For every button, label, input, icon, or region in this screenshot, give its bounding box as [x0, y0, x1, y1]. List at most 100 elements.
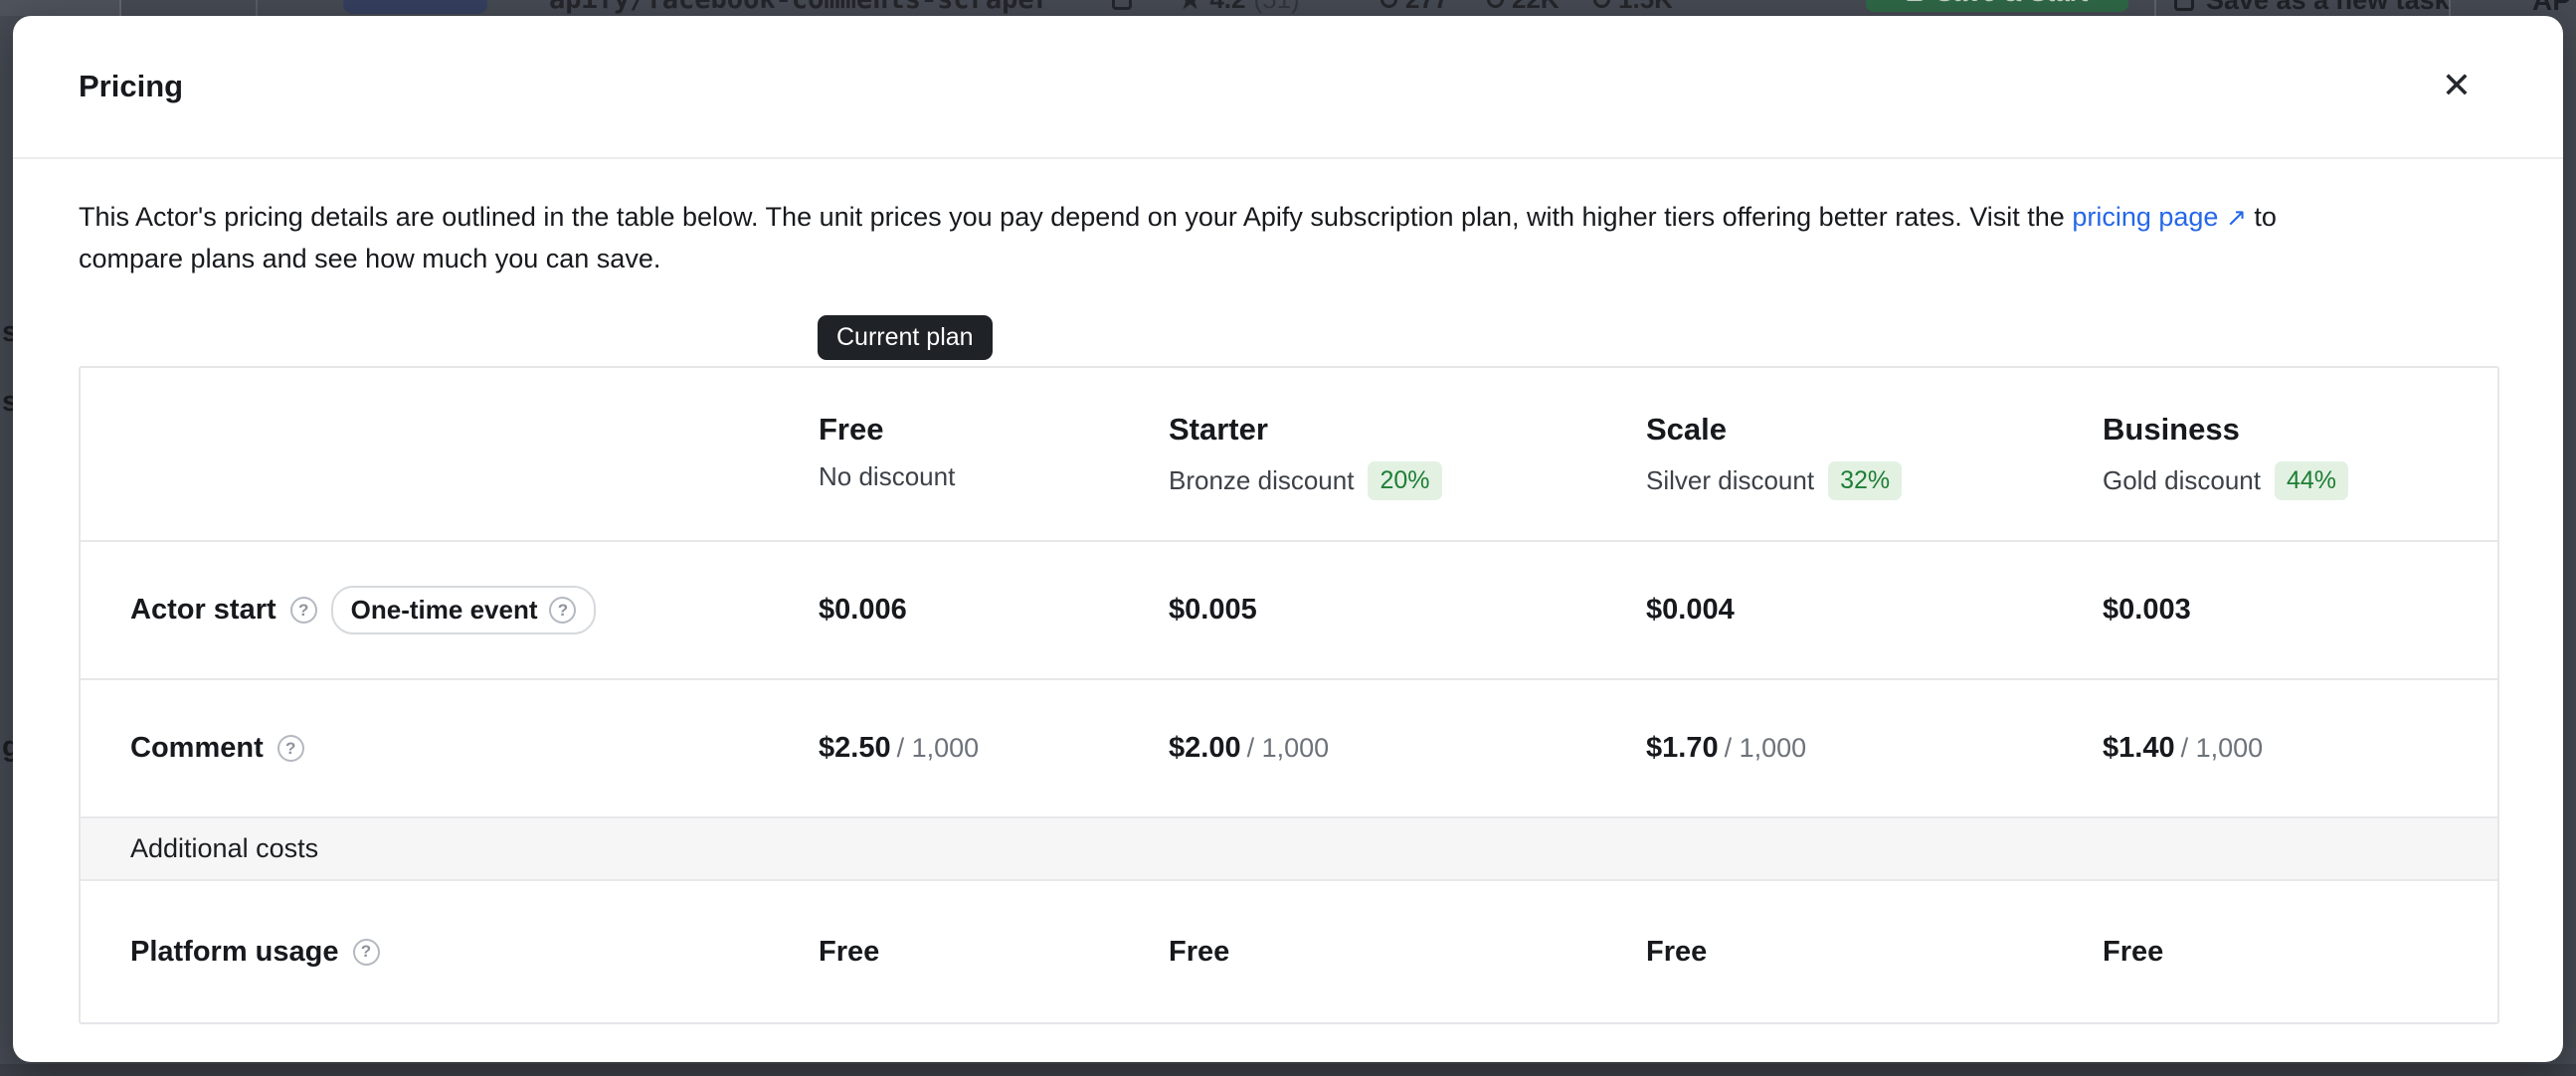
help-icon[interactable]: ? [289, 597, 317, 624]
price-unit: / 1,000 [896, 733, 980, 763]
plan-discount-label: Gold discount [2103, 465, 2261, 495]
price-cell: $0.006 [819, 594, 907, 626]
rating-count: (51) [1253, 0, 1299, 15]
save-as-new-task-button[interactable]: Save as a new task [2174, 0, 2450, 16]
actor-rating: ★ 4.2 (51) [1179, 0, 1300, 15]
close-icon[interactable]: ✕ [2441, 66, 2472, 106]
modal-body: This Actor's pricing details are outline… [13, 159, 2563, 1024]
save-and-start-button[interactable]: Save & Start [1866, 0, 2128, 12]
row-label-text: Platform usage [130, 935, 339, 968]
save-and-start-label: Save & Start [1935, 0, 2088, 8]
price-cell: Free [1646, 935, 1708, 968]
table-row-actor-start: Actor start ? One-time event ? $0.006 $0… [81, 540, 2497, 678]
plan-column-free: Free No discount [819, 412, 1169, 500]
current-plan-badge: Current plan [818, 315, 993, 360]
description-text: to compare plans and see how much you ca… [79, 202, 2277, 273]
price-value: $2.50 [819, 732, 891, 764]
modal-title: Pricing [79, 69, 184, 103]
runs-value: 1.5K [1618, 0, 1673, 15]
pricing-table: Free No discount Starter Bronze discount… [79, 366, 2499, 1024]
discount-badge: 44% [2274, 461, 2349, 500]
price-unit: / 1,000 [1724, 733, 1807, 763]
external-link-icon: ↗ [2225, 204, 2247, 232]
actor-users-stat: 22K [1487, 0, 1560, 15]
modal-header: Pricing ✕ [13, 16, 2563, 159]
header-spacer [81, 412, 819, 500]
price-cell: Free [2103, 935, 2164, 968]
run-icon [1906, 0, 1925, 1]
description-text: This Actor's pricing details are outline… [79, 202, 2073, 232]
background-separator [256, 0, 258, 16]
price-cell: $2.00/ 1,000 [1169, 732, 1646, 765]
price-value: $1.40 [2103, 732, 2175, 764]
users-value: 22K [1512, 0, 1560, 15]
background-page-bottom-strip [0, 1064, 2576, 1076]
save-as-new-task-label: Save as a new task [2206, 0, 2450, 15]
pricing-description: This Actor's pricing details are outline… [79, 197, 2366, 279]
price-cell: $0.003 [2103, 594, 2191, 626]
plan-column-business: Business Gold discount 44% [2103, 412, 2501, 500]
actor-path-text: apify/facebook-comments-scraper [549, 0, 1050, 15]
background-separator [2154, 0, 2156, 16]
one-time-event-tag: One-time event ? [330, 586, 597, 634]
price-unit: / 1,000 [1246, 733, 1330, 763]
price-unit: / 1,000 [2180, 733, 2264, 763]
fork-icon [1380, 0, 1397, 8]
price-cell: Free [1169, 935, 1230, 968]
plan-column-starter: Starter Bronze discount 20% [1169, 412, 1646, 500]
section-label: Additional costs [130, 833, 319, 863]
plan-name: Business [2103, 412, 2240, 447]
row-label: Actor start ? One-time event ? [81, 586, 819, 634]
plan-name: Scale [1646, 412, 1728, 447]
actor-logo-fragment [343, 0, 487, 14]
forks-value: 277 [1405, 0, 1448, 15]
price-cell: $1.40/ 1,000 [2103, 732, 2501, 765]
pricing-modal: Pricing ✕ This Actor's pricing details a… [13, 16, 2563, 1062]
rating-value: 4.2 [1209, 0, 1245, 15]
price-cell: $0.004 [1646, 594, 1735, 626]
background-separator [2449, 0, 2451, 16]
price-cell: Free [819, 935, 880, 968]
table-row-platform-usage: Platform usage ? Free Free Free Free [81, 879, 2497, 1022]
background-text-fragment: g [2, 731, 13, 763]
price-cell: $2.50/ 1,000 [819, 732, 1169, 765]
section-row-additional-costs: Additional costs [81, 816, 2497, 879]
price-value: $2.00 [1169, 732, 1241, 764]
price-value: $1.70 [1646, 732, 1719, 764]
row-label-text: Comment [130, 732, 264, 764]
help-icon[interactable]: ? [549, 597, 577, 624]
discount-badge: 32% [1828, 461, 1903, 500]
background-text-fragment: s [2, 386, 13, 418]
background-page-top-strip: apify/facebook-comments-scraper ★ 4.2 (5… [0, 0, 2576, 16]
plan-discount-label: Bronze discount [1169, 465, 1355, 495]
copy-icon[interactable] [1112, 0, 1132, 10]
pricing-page-link-label: pricing page [2072, 202, 2219, 232]
pricing-page-link[interactable]: pricing page ↗ [2072, 202, 2247, 232]
runs-icon [1593, 0, 1610, 8]
row-label: Comment ? [81, 732, 819, 765]
pricing-table-header: Free No discount Starter Bronze discount… [81, 368, 2497, 540]
help-icon[interactable]: ? [352, 938, 380, 966]
help-icon[interactable]: ? [276, 735, 304, 762]
plan-name: Free [819, 412, 884, 447]
row-label-text: Actor start [130, 594, 276, 626]
table-row-comment: Comment ? $2.50/ 1,000 $2.00/ 1,000 $1.7… [81, 678, 2497, 816]
task-icon [2174, 0, 2194, 11]
api-button-fragment: AP [2532, 0, 2571, 16]
price-cell: $1.70/ 1,000 [1646, 732, 2103, 765]
background-tab-fragment [0, 0, 121, 16]
plan-name: Starter [1169, 412, 1268, 447]
background-page-left-strip: s s g [0, 16, 13, 1062]
background-text-fragment: s [2, 316, 13, 348]
row-label: Platform usage ? [81, 936, 819, 969]
price-cell: $0.005 [1169, 594, 1257, 626]
users-icon [1487, 0, 1504, 8]
actor-forks-stat: 277 [1380, 0, 1448, 15]
actor-runs-stat: 1.5K [1593, 0, 1673, 15]
one-time-event-label: One-time event [350, 595, 538, 625]
plan-discount-label: No discount [819, 461, 956, 491]
plan-column-scale: Scale Silver discount 32% [1646, 412, 2103, 500]
discount-badge: 20% [1368, 461, 1442, 500]
star-icon: ★ [1179, 0, 1201, 15]
plan-discount-label: Silver discount [1646, 465, 1815, 495]
